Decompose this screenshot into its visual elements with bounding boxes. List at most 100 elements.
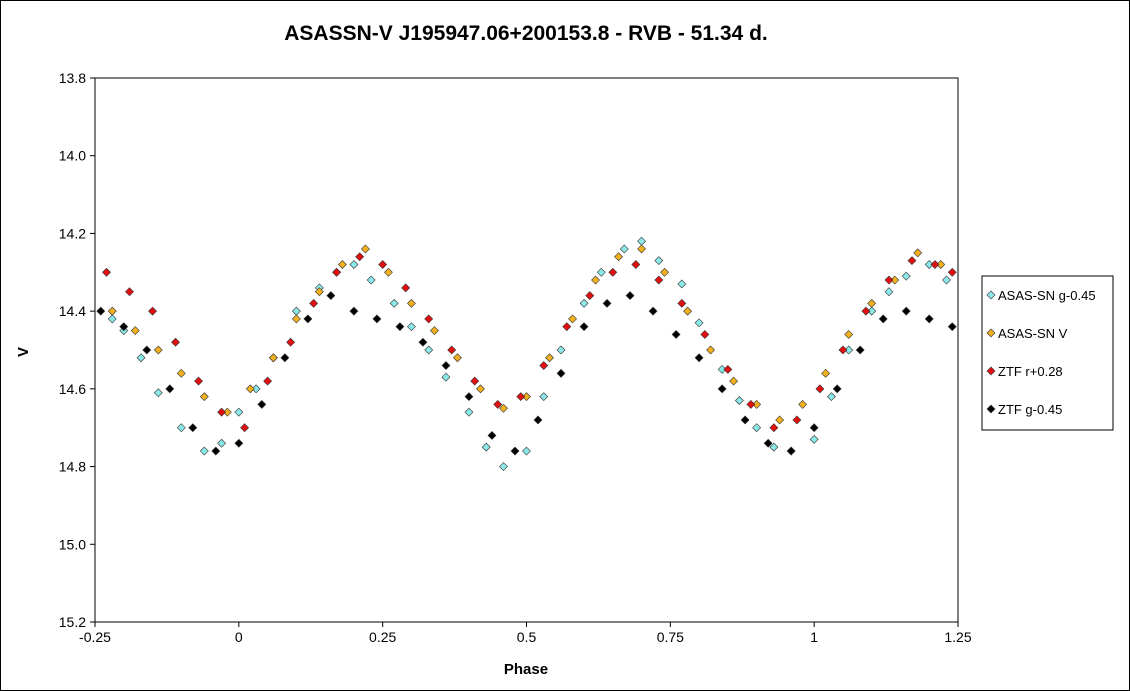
data-point: [769, 442, 779, 452]
data-point: [326, 291, 336, 301]
legend-box: [981, 275, 1114, 431]
data-point: [337, 260, 347, 269]
data-point: [706, 345, 716, 355]
data-point: [499, 462, 508, 471]
data-point: [199, 446, 209, 456]
data-point: [901, 271, 911, 281]
y-axis-ticks: 13.8 14.0 14.2 14.4 14.6 14.8 15.0 15.2: [59, 70, 95, 630]
data-point: [752, 423, 762, 433]
data-point: [194, 376, 203, 386]
data-point: [447, 345, 457, 355]
data-point: [522, 446, 531, 456]
data-point: [171, 337, 180, 347]
data-point: [441, 361, 451, 370]
data-point: [441, 372, 451, 382]
legend-marker: [986, 328, 996, 338]
data-point: [809, 434, 819, 444]
data-point: [102, 267, 111, 277]
data-point: [153, 345, 163, 355]
data-point: [533, 415, 543, 425]
x-tick-label: 0.75: [657, 629, 684, 645]
series-2: [102, 252, 957, 433]
legend-label: ASAS-SN V: [998, 326, 1068, 341]
data-point: [349, 260, 359, 269]
data-point: [176, 423, 186, 433]
data-point: [827, 392, 836, 402]
data-point: [562, 322, 572, 332]
data-point: [740, 415, 750, 425]
data-point: [372, 314, 382, 324]
data-point: [723, 365, 733, 374]
legend-label: ZTF r+0.28: [998, 364, 1063, 379]
data-point: [130, 326, 140, 335]
data-point: [424, 345, 434, 355]
data-point: [585, 291, 595, 301]
y-tick-label: 14.8: [59, 459, 86, 475]
data-point: [855, 345, 865, 355]
data-point: [464, 407, 474, 417]
data-point: [119, 322, 129, 332]
data-point: [832, 384, 842, 394]
x-tick-label: 0.25: [369, 629, 396, 645]
data-point: [493, 399, 503, 409]
x-tick-label: 0: [235, 629, 243, 645]
x-axis-ticks: -0.25 0 0.25 0.5 0.75 1 1.25: [79, 622, 972, 645]
data-point: [809, 423, 819, 433]
y-tick-label: 13.8: [59, 70, 86, 86]
chart-title: ASASSN-V J195947.06+200153.8 - RVB - 51.…: [284, 22, 767, 45]
data-point: [286, 337, 296, 347]
data-point: [217, 438, 226, 448]
data-point: [424, 314, 434, 324]
data-point: [211, 446, 221, 456]
data-point: [268, 353, 278, 363]
data-point: [188, 423, 198, 433]
x-tick-label: 1: [810, 629, 818, 645]
data-point: [660, 267, 670, 277]
data-point: [942, 275, 951, 285]
data-point: [654, 256, 664, 266]
data-point: [568, 314, 577, 324]
legend: ASAS-SN g-0.45 ASAS-SN V ZTF r+0.28 ZTF g-0…: [981, 275, 1114, 431]
data-point: [470, 376, 480, 386]
data-point: [614, 252, 623, 262]
y-tick-label: 14.4: [59, 303, 86, 319]
data-point: [430, 326, 439, 335]
data-point: [901, 306, 911, 316]
y-axis-label: V: [15, 347, 32, 357]
data-point: [694, 353, 704, 363]
data-point: [234, 438, 244, 448]
data-point: [683, 306, 693, 316]
data-point: [625, 291, 635, 301]
data-points: [96, 236, 957, 471]
data-point: [815, 384, 825, 394]
x-tick-label: -0.25: [79, 629, 111, 645]
data-point: [516, 392, 526, 402]
data-point: [930, 260, 940, 269]
data-point: [148, 306, 157, 316]
data-point: [746, 399, 756, 409]
data-point: [786, 446, 796, 456]
data-point: [257, 399, 267, 409]
data-point: [734, 396, 744, 405]
data-point: [947, 267, 957, 277]
legend-marker: [986, 404, 996, 414]
data-point: [947, 322, 957, 332]
data-point: [153, 388, 163, 398]
data-point: [263, 376, 273, 386]
data-point: [176, 368, 186, 378]
data-point: [545, 353, 554, 363]
data-point: [631, 260, 641, 269]
data-point: [884, 275, 894, 285]
data-point: [677, 279, 687, 289]
data-point: [619, 244, 629, 254]
data-point: [763, 438, 773, 448]
data-point: [591, 275, 600, 285]
data-point: [539, 361, 549, 370]
data-point: [556, 345, 566, 355]
data-point: [769, 423, 779, 433]
data-point: [407, 322, 416, 332]
plot-area: [94, 77, 959, 623]
data-point: [234, 407, 244, 417]
data-point: [792, 415, 802, 425]
